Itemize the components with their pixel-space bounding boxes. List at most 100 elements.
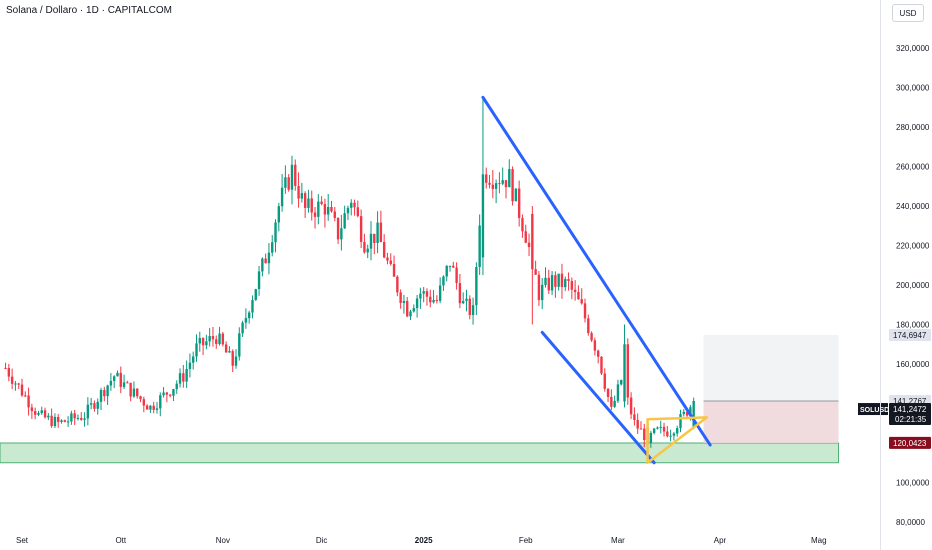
candle-body: [359, 216, 363, 242]
time-tick-label: Mar: [611, 536, 625, 545]
candle-body: [241, 322, 244, 334]
axis-separator: [880, 0, 881, 550]
candle-body: [14, 383, 17, 385]
candle-body: [366, 248, 369, 253]
channel-upper-line: [481, 95, 712, 447]
candle-body: [70, 413, 73, 422]
candle-body: [83, 418, 86, 420]
candle-body: [392, 264, 396, 277]
candle-body: [136, 388, 139, 397]
candle-body: [633, 414, 636, 421]
candle-body: [583, 303, 587, 319]
candle-body: [465, 298, 468, 301]
price-tick-label: 320,0000: [896, 44, 930, 53]
price-label-bg: [889, 436, 931, 449]
candle-body: [172, 389, 175, 396]
candle-body: [564, 279, 567, 288]
candle-body: [17, 383, 20, 385]
candle-body: [415, 298, 419, 309]
candle-body: [455, 267, 458, 284]
candle-body: [501, 180, 504, 184]
time-tick-label: Ott: [115, 536, 126, 545]
target-zone: [703, 334, 839, 402]
candle-body: [271, 242, 274, 253]
candle-body: [162, 392, 165, 396]
candle-body: [99, 390, 103, 402]
candle-body: [491, 184, 495, 189]
candle-body: [511, 169, 514, 202]
candle-body: [96, 401, 99, 409]
candle-body: [587, 318, 590, 334]
candle-body: [300, 193, 304, 199]
candle-body: [603, 373, 606, 389]
candle-body: [577, 292, 580, 300]
candle-body: [155, 408, 159, 410]
candle-body: [178, 373, 182, 384]
candle-body: [616, 384, 620, 401]
candle-body: [672, 433, 676, 436]
triangle-pattern: [646, 416, 709, 464]
candle-body: [643, 428, 646, 441]
candle-body: [570, 280, 574, 290]
candle-body: [636, 420, 639, 429]
candle-body: [593, 340, 597, 351]
candle-body: [73, 413, 76, 419]
candle-body: [267, 252, 271, 264]
candle-body: [149, 405, 152, 410]
candle-body: [63, 420, 67, 422]
candle-body: [399, 292, 402, 304]
candle-body: [438, 285, 442, 301]
candle-body: [119, 372, 122, 387]
candle-body: [573, 289, 577, 293]
candle-body: [53, 416, 57, 427]
candle-body: [547, 277, 550, 291]
price-label-value: 141,2472: [893, 405, 927, 414]
candle-body: [231, 351, 234, 366]
candle-body: [139, 396, 142, 400]
candle-body: [257, 271, 261, 290]
candle-body: [165, 392, 169, 395]
candle-body: [353, 202, 356, 208]
candle-body: [310, 198, 313, 213]
symbol-tag: SOLUSD: [860, 407, 889, 414]
candle-body: [30, 407, 34, 412]
candle-body: [481, 174, 485, 258]
candle-body: [494, 183, 498, 189]
candle-body: [208, 336, 211, 342]
candle-body: [129, 382, 132, 397]
candle-body: [422, 291, 425, 294]
candle-body: [610, 396, 613, 407]
candle-body: [600, 356, 603, 374]
candle-body: [606, 388, 610, 397]
candle-body: [537, 274, 541, 301]
price-tick-label: 220,0000: [896, 242, 930, 251]
candle-body: [198, 338, 201, 344]
candle-body: [692, 400, 695, 428]
candle-body: [192, 356, 195, 363]
price-tick-label: 300,0000: [896, 84, 930, 93]
candle-body: [47, 415, 50, 418]
candle-body: [277, 206, 281, 223]
candle-body: [521, 217, 524, 232]
candle-body: [122, 382, 126, 387]
candle-body: [320, 201, 323, 205]
candle-body: [195, 343, 198, 357]
candle-body: [182, 373, 185, 382]
candle-body: [112, 376, 116, 381]
time-tick-label: Set: [16, 536, 29, 545]
candle-body: [488, 182, 491, 185]
time-tick-label: Dic: [316, 536, 328, 545]
candle-body: [419, 293, 422, 299]
candle-body: [580, 299, 583, 304]
price-tick-label: 160,0000: [896, 360, 930, 369]
candle-body: [412, 308, 416, 312]
candle-body: [639, 428, 643, 430]
candle-body: [442, 276, 445, 286]
currency-button[interactable]: USD: [892, 4, 924, 22]
candle-body: [534, 269, 537, 275]
channel-lower-line: [540, 330, 656, 465]
candle-body: [10, 376, 14, 384]
candle-body: [244, 318, 248, 323]
